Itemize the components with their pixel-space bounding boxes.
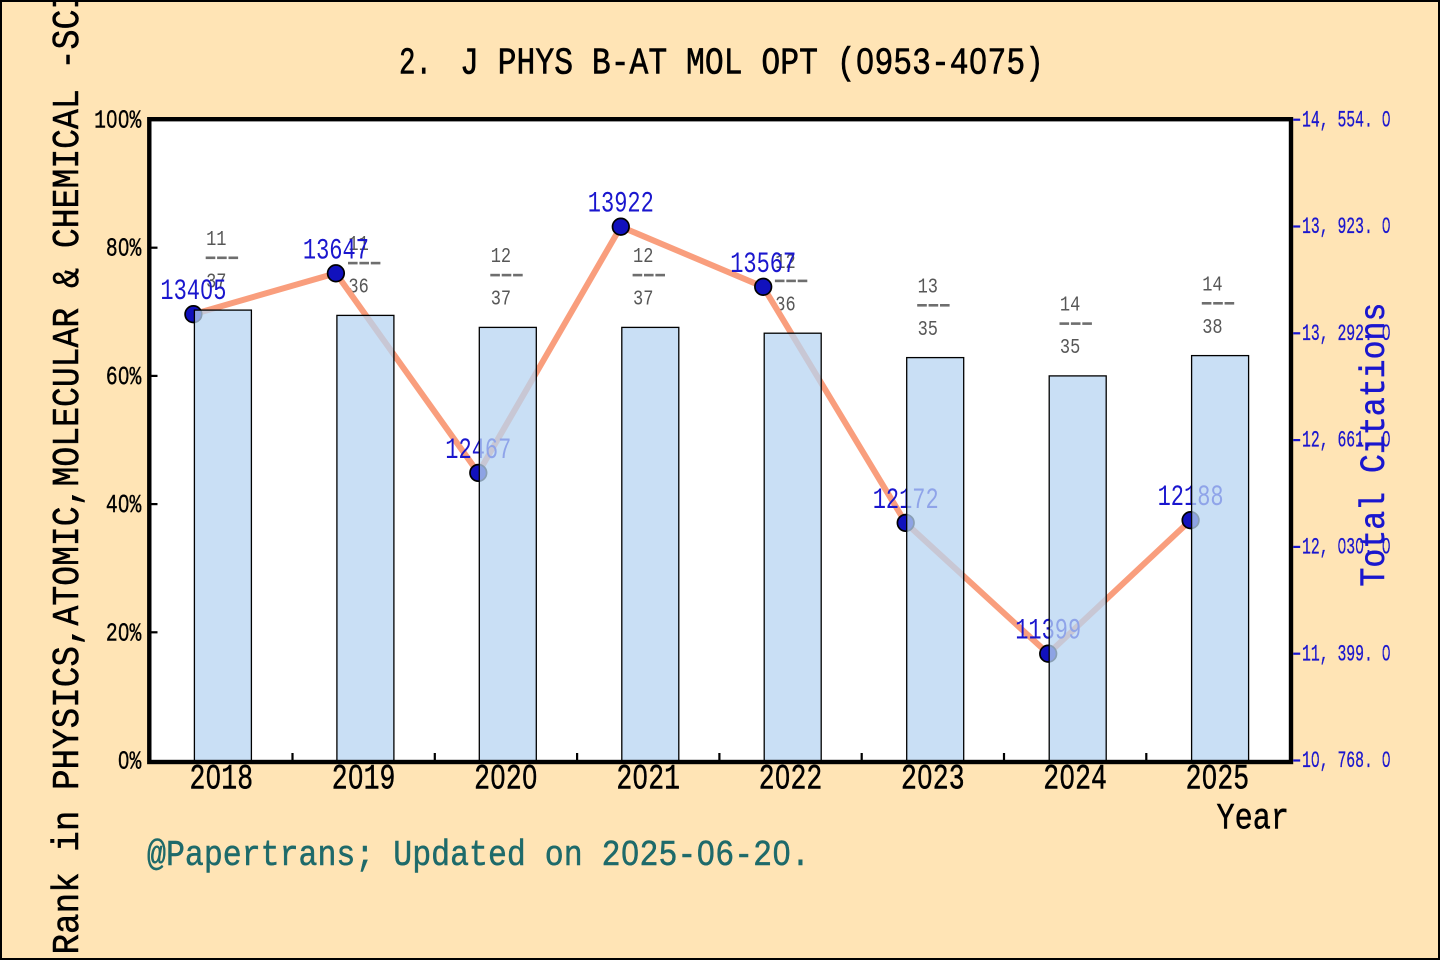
svg-text:@Papertrans; Updated on 2025-0: @Papertrans; Updated on 2025-06-20. (147, 835, 810, 876)
svg-text:37: 37 (633, 289, 653, 312)
svg-text:13: 13 (918, 276, 938, 299)
svg-text:13922: 13922 (588, 187, 654, 221)
svg-text:35: 35 (918, 319, 938, 342)
svg-text:37: 37 (206, 271, 226, 294)
svg-text:2.: 2. (399, 43, 432, 86)
svg-text:13, 292. 0: 13, 292. 0 (1302, 321, 1391, 348)
svg-text:13647: 13647 (303, 233, 369, 267)
svg-text:100%: 100% (94, 106, 141, 136)
svg-text:J PHYS B-AT MOL OPT (0953-4075: J PHYS B-AT MOL OPT (0953-4075) (460, 43, 1044, 86)
svg-text:35: 35 (1060, 337, 1080, 360)
svg-text:2018: 2018 (190, 759, 254, 800)
svg-text:13405: 13405 (160, 274, 226, 308)
svg-text:14: 14 (1060, 295, 1080, 318)
svg-text:Rank in PHYSICS,: Rank in PHYSICS, (47, 626, 90, 955)
svg-text:MOLECULAR & CHEMICAL -: MOLECULAR & CHEMICAL - (47, 50, 90, 487)
svg-text:11: 11 (206, 229, 226, 252)
svg-text:2022: 2022 (759, 759, 823, 800)
svg-text:13, 923. 0: 13, 923. 0 (1302, 214, 1391, 241)
svg-text:SCIE: SCIE (47, 0, 90, 50)
svg-text:2023: 2023 (901, 759, 965, 800)
svg-text:37: 37 (491, 289, 511, 312)
svg-text:14: 14 (1202, 274, 1222, 297)
svg-text:20%: 20% (106, 618, 142, 648)
svg-text:2021: 2021 (616, 759, 680, 800)
svg-text:2024: 2024 (1043, 759, 1107, 800)
svg-text:12: 12 (491, 246, 511, 269)
svg-text:ATOMIC,: ATOMIC, (47, 487, 90, 626)
svg-text:14, 554. 0: 14, 554. 0 (1302, 107, 1391, 134)
svg-text:2025: 2025 (1186, 759, 1250, 800)
svg-text:12: 12 (633, 246, 653, 269)
svg-text:11: 11 (348, 234, 368, 257)
svg-text:Total Citations: Total Citations (1355, 303, 1395, 587)
svg-text:38: 38 (1202, 317, 1222, 340)
svg-text:13567: 13567 (730, 247, 796, 281)
svg-text:Year: Year (1217, 799, 1290, 841)
svg-text:12, 661. 0: 12, 661. 0 (1302, 428, 1391, 455)
svg-text:11, 399. 0: 11, 399. 0 (1302, 641, 1391, 668)
svg-text:12: 12 (775, 252, 795, 275)
svg-text:12, 030. 0: 12, 030. 0 (1302, 535, 1391, 562)
svg-text:10, 768. 0: 10, 768. 0 (1302, 748, 1391, 775)
svg-text:2019: 2019 (332, 759, 396, 800)
